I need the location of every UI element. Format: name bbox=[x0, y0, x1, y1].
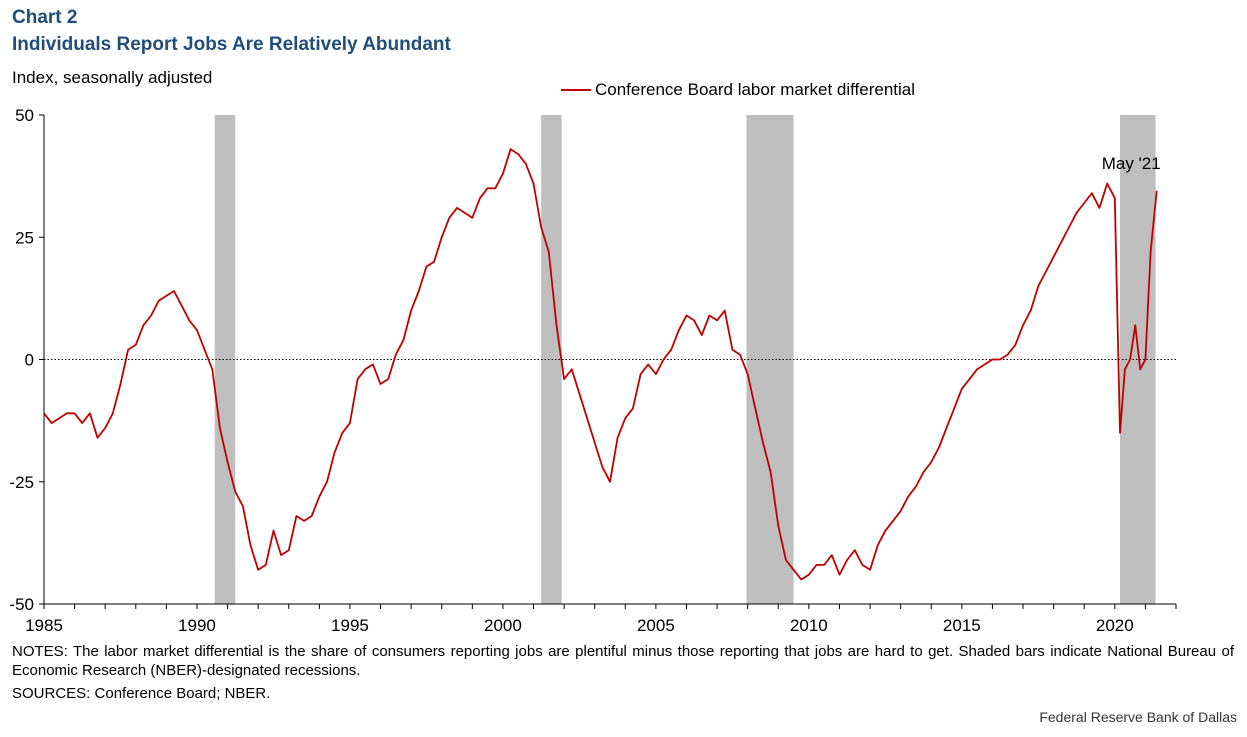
chart-credit: Federal Reserve Bank of Dallas bbox=[1039, 709, 1237, 725]
x-tick-label-2: 1995 bbox=[331, 616, 369, 635]
x-tick-label-1: 1990 bbox=[178, 616, 216, 635]
y-tick-label-4: -50 bbox=[9, 595, 34, 614]
x-tick-label-4: 2005 bbox=[637, 616, 675, 635]
y-tick-label-0: 50 bbox=[15, 106, 34, 125]
x-tick-label-3: 2000 bbox=[484, 616, 522, 635]
chart-number: Chart 2 bbox=[12, 7, 78, 28]
series-line-0 bbox=[43, 148, 1158, 581]
x-tick-label-5: 2010 bbox=[790, 616, 828, 635]
y-tick-label-2: 0 bbox=[25, 351, 34, 370]
recession-bar-1 bbox=[541, 115, 562, 604]
x-tick-label-6: 2015 bbox=[943, 616, 981, 635]
chart-title: Individuals Report Jobs Are Relatively A… bbox=[12, 34, 451, 55]
chart-notes: NOTES: The labor market differential is … bbox=[12, 643, 1234, 679]
legend-swatch bbox=[561, 89, 591, 91]
legend: Conference Board labor market differenti… bbox=[561, 80, 915, 100]
y-tick-label-1: 25 bbox=[15, 228, 34, 247]
line-chart: 50 25 0 -25 -50 1985 1990 1995 2000 2005 2010 2015 2… bbox=[9, 106, 1177, 635]
x-tick-label-7: 2020 bbox=[1096, 616, 1134, 635]
y-axis-units: Index, seasonally adjusted bbox=[12, 68, 213, 87]
x-tick-label-0: 1985 bbox=[25, 616, 63, 635]
recession-bar-2 bbox=[746, 115, 794, 604]
annotation-label: May '21 bbox=[1102, 154, 1161, 173]
y-tick-label-3: -25 bbox=[9, 473, 34, 492]
legend-label: Conference Board labor market differenti… bbox=[595, 80, 916, 99]
chart-sources: SOURCES: Conference Board; NBER. bbox=[12, 685, 271, 702]
recession-bar-0 bbox=[214, 115, 236, 604]
